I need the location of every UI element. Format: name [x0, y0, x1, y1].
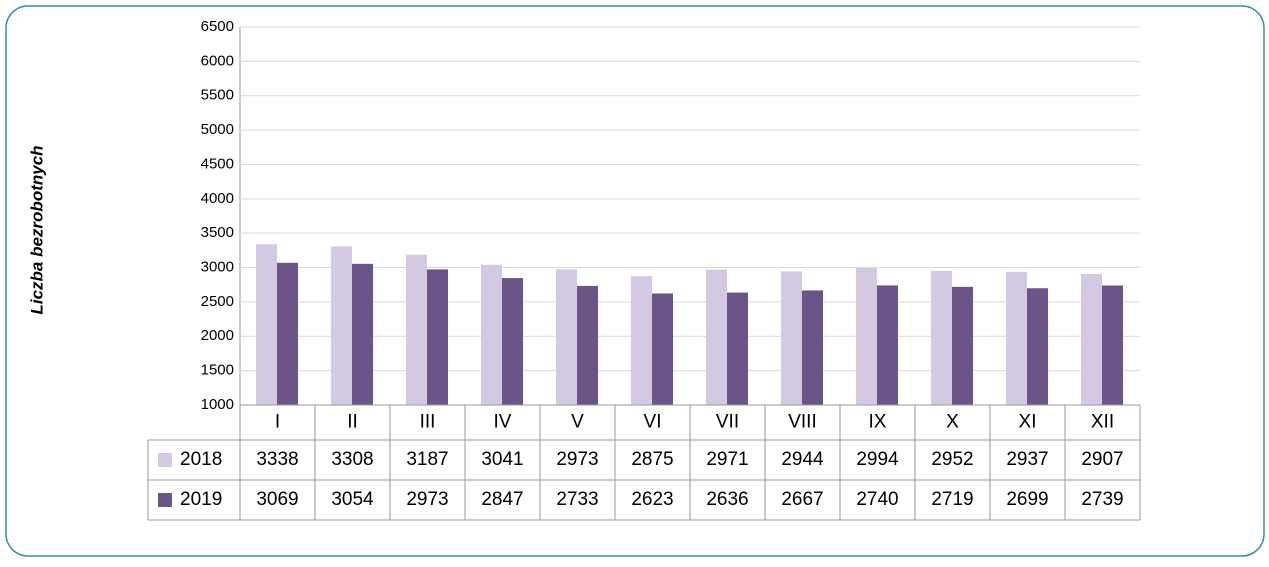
bar: [1027, 288, 1048, 405]
bar: [952, 286, 973, 405]
y-tick-label: 4000: [201, 190, 234, 207]
legend-swatch: [158, 453, 172, 467]
table-value: 3054: [331, 489, 374, 510]
bar: [352, 263, 373, 405]
bar: [652, 293, 673, 405]
table-value: 2740: [856, 489, 898, 510]
table-value: 3338: [256, 449, 298, 470]
table-value: 2944: [781, 449, 824, 470]
y-tick-label: 5000: [201, 121, 234, 138]
table-value: 3041: [481, 449, 523, 470]
y-tick-label: 3500: [201, 224, 234, 241]
bar: [1081, 273, 1102, 405]
table-value: 3308: [331, 449, 373, 470]
y-tick-label: 2000: [201, 327, 234, 344]
table-value: 2875: [631, 449, 673, 470]
x-tick-label: IX: [869, 412, 887, 433]
table-value: 3187: [406, 449, 448, 470]
y-tick-label: 5500: [201, 87, 234, 104]
bar: [502, 278, 523, 405]
table-value: 2739: [1081, 489, 1123, 510]
x-tick-label: II: [347, 412, 358, 433]
bar: [277, 262, 298, 405]
legend-swatch: [158, 493, 172, 507]
y-tick-label: 1500: [201, 362, 234, 379]
table-value: 2937: [1006, 449, 1048, 470]
x-tick-label: III: [420, 412, 436, 433]
y-tick-label: 4500: [201, 155, 234, 172]
bar: [331, 246, 352, 405]
bar: [256, 244, 277, 405]
x-tick-label: VIII: [788, 412, 817, 433]
y-axis-label: Liczba bezrobotnych: [27, 145, 46, 314]
x-tick-label: VI: [644, 412, 662, 433]
table-value: 2667: [781, 489, 823, 510]
table-value: 2994: [856, 449, 899, 470]
table-value: 2719: [931, 489, 973, 510]
table-value: 2733: [556, 489, 598, 510]
table-value: 3069: [256, 489, 298, 510]
bar: [406, 254, 427, 405]
x-tick-label: XII: [1091, 412, 1114, 433]
bar: [706, 269, 727, 405]
y-tick-label: 6000: [201, 52, 234, 69]
x-tick-label: XI: [1019, 412, 1037, 433]
x-tick-label: V: [571, 412, 584, 433]
table-value: 2907: [1081, 449, 1123, 470]
bar: [577, 285, 598, 405]
y-tick-label: 2500: [201, 293, 234, 310]
bar: [1102, 285, 1123, 405]
bar: [856, 267, 877, 405]
legend-label: 2018: [180, 449, 222, 470]
y-tick-label: 1000: [201, 396, 234, 413]
y-tick-label: 6500: [201, 18, 234, 35]
table-value: 2699: [1006, 489, 1048, 510]
x-tick-label: I: [275, 412, 280, 433]
bar: [427, 269, 448, 405]
table-value: 2636: [706, 489, 748, 510]
table-value: 2623: [631, 489, 673, 510]
legend-label: 2019: [180, 489, 222, 510]
y-tick-label: 3000: [201, 259, 234, 276]
bar: [556, 269, 577, 405]
bar: [931, 270, 952, 405]
x-tick-label: IV: [494, 412, 512, 433]
table-value: 2952: [931, 449, 973, 470]
table-value: 2973: [406, 489, 448, 510]
bar: [1006, 271, 1027, 405]
table-value: 2971: [706, 449, 748, 470]
x-tick-label: VII: [716, 412, 739, 433]
bar: [631, 276, 652, 405]
bar: [481, 264, 502, 405]
table-value: 2847: [481, 489, 523, 510]
bar: [802, 290, 823, 405]
x-tick-label: X: [946, 412, 959, 433]
bar: [727, 292, 748, 405]
table-value: 2973: [556, 449, 598, 470]
bar: [781, 271, 802, 405]
bar: [877, 285, 898, 405]
